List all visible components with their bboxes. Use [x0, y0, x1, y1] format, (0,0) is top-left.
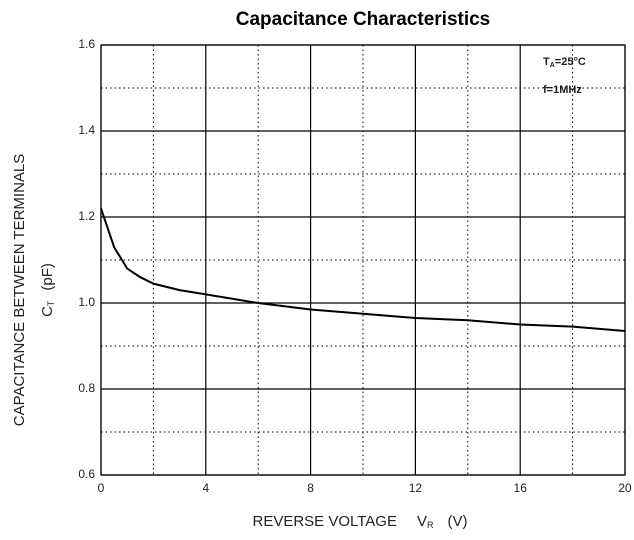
y-symbol-sub: T [46, 300, 56, 306]
x-tick-label: 16 [514, 481, 528, 495]
y-tick-label: 1.4 [78, 123, 95, 137]
x-symbol: V [417, 513, 427, 530]
x-tick-label: 8 [307, 481, 314, 495]
y-axis-label: CAPACITANCE BETWEEN TERMINALS [11, 154, 28, 427]
y-tick-label: 0.8 [78, 381, 95, 395]
x-unit: (V) [448, 513, 468, 530]
x-tick-label: 12 [409, 481, 423, 495]
y-tick-label: 1.6 [78, 37, 95, 51]
x-tick-label: 0 [98, 481, 105, 495]
data-line [100, 208, 626, 332]
annotation-main: T [543, 56, 550, 68]
x-tick-label: 20 [618, 481, 632, 495]
x-axis-label: REVERSE VOLTAGE VR (V) [252, 513, 467, 530]
x-symbol-sub: R [427, 520, 434, 530]
y-tick-label: 0.6 [78, 467, 95, 481]
annotation-sub: A [550, 62, 555, 69]
annotation-rest: =25°C [555, 56, 586, 68]
y-tick-label: 1.2 [78, 209, 95, 223]
y-unit: (pF) [39, 263, 56, 291]
annotation: f=1MHz [543, 84, 582, 96]
x-tick-label: 4 [202, 481, 209, 495]
y-axis-label-2: CT (pF) [39, 263, 56, 317]
y-symbol: C [39, 306, 56, 317]
annotation: TA=25°C [543, 56, 586, 69]
chart-title: Capacitance Characteristics [236, 9, 491, 30]
y-tick-label: 1.0 [78, 295, 95, 309]
x-label-main: REVERSE VOLTAGE [252, 513, 397, 530]
